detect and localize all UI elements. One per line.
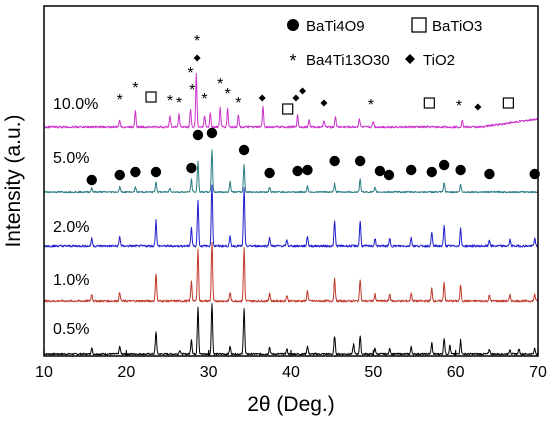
legend: BaTi4O9 BaTiO3 * Ba4Ti13O30 TiO2 xyxy=(287,17,482,71)
bati4o9-marker xyxy=(438,159,450,171)
x-tick-label: 70 xyxy=(529,364,547,381)
bati4o9-marker xyxy=(484,168,495,180)
series-labels: 0.5% 1.0% 2.0% 5.0% 10.0% xyxy=(53,96,98,338)
bati4o9-marker xyxy=(406,164,417,176)
bati4o9-marker xyxy=(130,166,141,178)
x-axis-title: 2θ (Deg.) xyxy=(247,393,335,416)
x-tick-label: 60 xyxy=(447,364,465,381)
series-label: 10.0% xyxy=(53,96,98,113)
bati4o9-marker xyxy=(455,164,466,176)
x-tick-label: 10 xyxy=(35,364,53,381)
series-line-0.5% xyxy=(43,303,539,356)
ba4ti13o30-marker: * xyxy=(132,80,138,97)
bati4o9-marker xyxy=(192,129,204,141)
series-line-1.0% xyxy=(43,241,539,303)
ba4ti13o30-marker: * xyxy=(187,65,193,82)
ba4ti13o30-marker: * xyxy=(117,92,123,109)
bati4o9-marker xyxy=(206,127,218,139)
ba4ti13o30-marker: * xyxy=(217,76,223,93)
ba4ti13o30-marker: * xyxy=(368,97,374,114)
bati4o9-marker xyxy=(383,169,395,181)
tio2-marker xyxy=(299,87,307,95)
legend-diamond-symbol xyxy=(405,54,415,64)
legend-label: TiO2 xyxy=(423,52,455,69)
bati4o9-marker xyxy=(86,174,97,186)
x-tick-label: 20 xyxy=(117,364,135,381)
bati4o9-marker xyxy=(186,162,197,174)
ba4ti13o30-marker: * xyxy=(201,91,207,108)
series-label: 1.0% xyxy=(53,272,89,289)
ba4ti13o30-marker: * xyxy=(194,33,200,50)
bati4o9-marker xyxy=(264,167,275,179)
legend-square-symbol xyxy=(411,17,427,33)
bati4o9-marker xyxy=(292,165,303,177)
legend-star-symbol: * xyxy=(289,51,296,71)
ba4ti13o30-marker: * xyxy=(224,86,230,103)
y-axis-title: Intensity (a.u.) xyxy=(2,114,25,247)
x-tick-label: 40 xyxy=(282,364,300,381)
series-lines xyxy=(43,72,539,356)
legend-label: BaTiO3 xyxy=(432,18,482,35)
bati4o9-marker xyxy=(329,155,340,167)
legend-label: BaTi4O9 xyxy=(306,18,365,35)
series-line-2.0% xyxy=(43,184,539,248)
bati4o9-marker xyxy=(150,166,162,178)
tio2-marker xyxy=(193,54,201,62)
x-tick-label: 30 xyxy=(200,364,218,381)
ba4ti13o30-marker: * xyxy=(456,98,462,115)
series-label: 5.0% xyxy=(53,150,89,167)
legend-label: Ba4Ti13O30 xyxy=(306,52,390,69)
batio3-marker xyxy=(282,103,294,115)
ba4ti13o30-marker: * xyxy=(235,95,241,112)
ba4ti13o30-marker: * xyxy=(176,95,182,112)
ba4ti13o30-marker: * xyxy=(189,82,195,99)
x-axis: 10 20 30 40 50 60 70 xyxy=(35,350,547,381)
tio2-marker xyxy=(292,94,300,102)
x-tick-label: 50 xyxy=(364,364,382,381)
phase-markers: *** ******** * * xyxy=(86,33,540,186)
batio3-marker xyxy=(145,91,157,103)
batio3-marker xyxy=(423,97,435,109)
tio2-marker xyxy=(474,103,482,111)
bati4o9-marker xyxy=(238,144,250,156)
legend-circle-symbol xyxy=(287,19,299,31)
bati4o9-marker xyxy=(374,165,386,177)
bati4o9-marker xyxy=(114,169,125,181)
tio2-marker xyxy=(258,94,266,102)
series-line-5.0% xyxy=(43,149,539,194)
bati4o9-marker xyxy=(354,155,366,167)
series-line-10.0% xyxy=(43,72,539,129)
ba4ti13o30-marker: * xyxy=(167,93,173,110)
bati4o9-marker xyxy=(302,164,313,176)
tio2-marker xyxy=(320,99,328,107)
series-label: 2.0% xyxy=(53,219,89,236)
series-label: 0.5% xyxy=(53,321,89,338)
batio3-marker xyxy=(502,97,514,109)
bati4o9-marker xyxy=(426,166,437,178)
